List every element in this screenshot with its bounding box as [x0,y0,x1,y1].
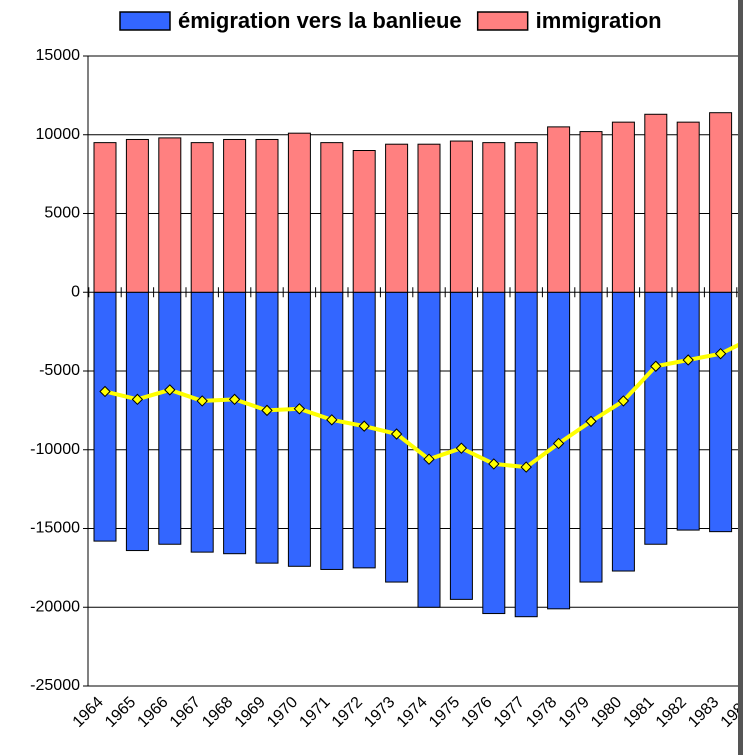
bar [190,142,214,293]
y-tick-label: 15000 [36,47,81,64]
marker [488,458,500,470]
bar [514,142,538,293]
marker [293,403,306,415]
bar [644,291,668,545]
bar [547,126,571,293]
marker [358,420,370,432]
bar [611,291,635,572]
bar [125,138,149,293]
x-tick-label: 1972 [329,694,366,731]
x-tick-label: 1979 [556,694,593,731]
marker [326,414,338,426]
legend-label: émigration vers la banlieue [178,8,462,33]
bar [320,142,344,293]
bar [255,138,279,293]
marker [423,453,435,465]
marker [650,360,662,372]
bar [287,291,311,567]
marker [164,384,176,396]
x-tick-label: 1970 [264,694,301,731]
marker [520,461,532,473]
x-tick-label: 1966 [134,694,171,731]
legend-label: immigration [536,8,662,33]
bar [287,132,311,293]
x-tick-label: 1978 [523,694,560,731]
y-tick-label: -10000 [30,441,80,458]
frame-edge [738,0,743,755]
marker [682,354,694,366]
x-tick-label: 1965 [102,694,139,731]
x-tick-label: 1964 [70,694,107,731]
x-tick-label: 1976 [458,694,495,731]
bar [579,291,603,583]
bar [579,131,603,293]
bar [676,121,700,293]
bar [514,291,538,618]
y-tick-label: -15000 [30,520,80,537]
marker [455,442,468,454]
marker [552,437,565,450]
marker [228,393,241,406]
bar [385,143,409,293]
bar [190,291,214,553]
x-tick-label: 1967 [167,694,204,731]
bar [417,143,441,293]
bar [644,113,668,293]
marker [196,395,208,407]
marker [99,385,111,398]
bar [482,291,506,615]
x-tick-label: 1969 [232,694,269,731]
bar [93,291,117,542]
bar [676,291,700,531]
y-tick-label: -25000 [30,677,80,694]
bar [125,291,149,552]
bar [709,291,733,533]
y-tick-label: 10000 [36,126,81,143]
bar [709,112,733,293]
bar [93,142,117,293]
x-tick-label: 1983 [685,694,722,731]
marker [714,347,727,360]
x-tick-label: 1973 [361,694,398,731]
y-tick-label: 5000 [44,205,80,222]
legend-swatch [119,11,171,31]
x-tick-label: 1981 [620,694,657,731]
bar [223,291,247,555]
bar [223,138,247,293]
legend-swatch [476,11,529,31]
marker [585,415,597,428]
marker [617,395,630,407]
marker [131,393,144,406]
x-tick-label: 1968 [199,694,236,731]
x-tick-label: 1971 [296,694,333,731]
bar [158,137,182,293]
x-tick-label: 1977 [491,694,528,731]
bar [417,291,441,608]
bar [352,150,376,293]
bar [449,140,473,293]
x-tick-label: 1982 [653,694,690,731]
bar [611,121,635,293]
y-tick-label: -5000 [39,362,80,379]
bar [482,142,506,293]
bar [255,291,279,564]
x-tick-label: 1980 [588,694,625,731]
marker [261,404,273,417]
x-tick-label: 1974 [394,694,431,731]
bar [320,291,344,570]
x-tick-label: 1975 [426,694,463,731]
bar [158,291,182,545]
y-tick-label: 0 [71,283,80,300]
marker [390,428,403,440]
y-tick-label: -20000 [30,598,80,615]
